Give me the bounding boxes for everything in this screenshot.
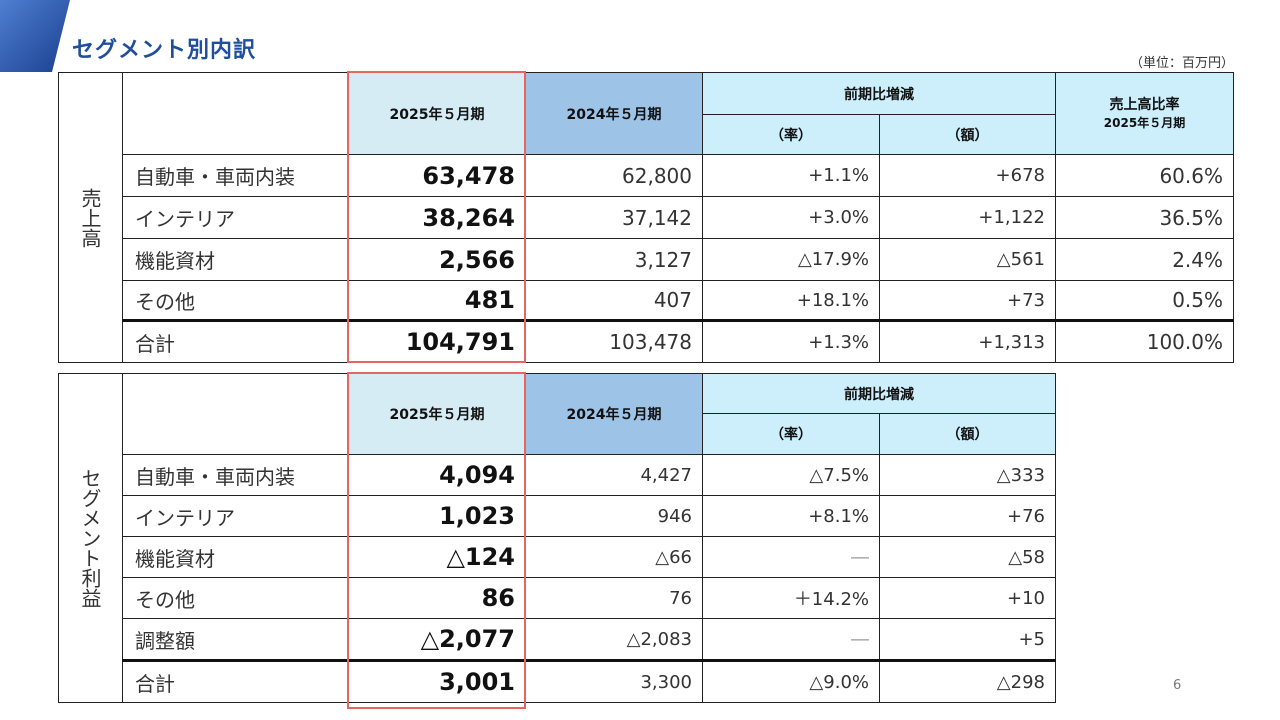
- sales-section-label: 売上高: [58, 72, 123, 363]
- table-row: その他 481 407 +18.1% +73 0.5%: [59, 280, 1234, 321]
- previous-value: 3,127: [525, 238, 703, 281]
- row-label: 調整額: [122, 618, 349, 661]
- previous-value: 76: [525, 577, 703, 619]
- total-row: 合計 104,791 103,478 +1.3% +1,313 100.0%: [59, 319, 1234, 363]
- current-value: 86: [348, 577, 526, 619]
- profit-section-label: セグメント利益: [58, 373, 123, 703]
- change-rate: +1.3%: [702, 319, 880, 363]
- change-amount: +678: [879, 154, 1056, 197]
- previous-value: 37,142: [525, 196, 703, 239]
- table-row: 自動車・車両内装 4,094 4,427 △7.5% △333: [59, 454, 1056, 496]
- profit-header-change-group: 前期比増減: [702, 373, 1056, 414]
- table-row: インテリア 1,023 946 +8.1% +76: [59, 495, 1056, 537]
- sales-ratio: 0.5%: [1055, 280, 1234, 321]
- change-rate: +18.1%: [702, 280, 880, 321]
- previous-value: 3,300: [525, 659, 703, 703]
- table-row: その他 86 76 ＋14.2% +10: [59, 577, 1056, 619]
- change-amount: +1,313: [879, 319, 1056, 363]
- table-row: インテリア 38,264 37,142 +3.0% +1,122 36.5%: [59, 196, 1234, 239]
- change-amount: +73: [879, 280, 1056, 321]
- sales-header-ratio-title: 売上高比率: [1109, 96, 1180, 113]
- current-value: △124: [348, 536, 526, 578]
- previous-value: △2,083: [525, 618, 703, 661]
- change-rate: +3.0%: [702, 196, 880, 239]
- change-amount: +10: [879, 577, 1056, 619]
- sales-header-rate: （率）: [702, 114, 880, 155]
- sales-header-previous-year: 2024年５月期: [525, 72, 703, 155]
- previous-value: 4,427: [525, 454, 703, 496]
- change-rate: △17.9%: [702, 238, 880, 281]
- current-value: 2,566: [348, 238, 526, 281]
- previous-value: 407: [525, 280, 703, 321]
- row-label: 機能資材: [122, 536, 349, 578]
- table-row: 機能資材 △124 △66 ― △58: [59, 536, 1056, 578]
- current-value: 481: [348, 280, 526, 321]
- sales-header-amount: （額）: [879, 114, 1056, 155]
- current-value: 1,023: [348, 495, 526, 537]
- previous-value: △66: [525, 536, 703, 578]
- previous-value: 103,478: [525, 319, 703, 363]
- unit-note: （単位：百万円）: [1129, 56, 1234, 71]
- row-label: その他: [122, 280, 349, 321]
- profit-header-blank: [122, 373, 349, 455]
- total-row: 合計 3,001 3,300 △9.0% △298: [59, 659, 1056, 703]
- table-row: 自動車・車両内装 63,478 62,800 +1.1% +678 60.6%: [59, 154, 1234, 197]
- change-rate: +1.1%: [702, 154, 880, 197]
- change-rate: ―: [702, 536, 880, 578]
- page-title: セグメント別内訳: [72, 38, 257, 63]
- row-label: 自動車・車両内装: [122, 154, 349, 197]
- sales-ratio: 36.5%: [1055, 196, 1234, 239]
- sales-header-ratio: 売上高比率 2025年５月期: [1055, 72, 1234, 155]
- current-value: 4,094: [348, 454, 526, 496]
- change-rate: +8.1%: [702, 495, 880, 537]
- row-label: 機能資材: [122, 238, 349, 281]
- profit-header-current-year: 2025年５月期: [348, 373, 526, 455]
- table-row: 機能資材 2,566 3,127 △17.9% △561 2.4%: [59, 238, 1234, 281]
- change-amount: △58: [879, 536, 1056, 578]
- sales-header-blank: [122, 72, 349, 155]
- change-rate: ＋14.2%: [702, 577, 880, 619]
- previous-value: 62,800: [525, 154, 703, 197]
- sales-table: 売上高 2025年５月期 2024年５月期 前期比増減 売上高比率 2025年５…: [58, 72, 1234, 363]
- change-rate: △7.5%: [702, 454, 880, 496]
- profit-header-previous-year: 2024年５月期: [525, 373, 703, 455]
- row-label: 合計: [122, 319, 349, 363]
- sales-header-current-year: 2025年５月期: [348, 72, 526, 155]
- corner-accent-shape: [0, 0, 70, 72]
- change-amount: △561: [879, 238, 1056, 281]
- row-label: 合計: [122, 659, 349, 703]
- change-amount: △333: [879, 454, 1056, 496]
- change-amount: +76: [879, 495, 1056, 537]
- previous-value: 946: [525, 495, 703, 537]
- profit-table: セグメント利益 2025年５月期 2024年５月期 前期比増減 （率） （額） …: [58, 373, 1056, 703]
- sales-ratio: 100.0%: [1055, 319, 1234, 363]
- current-value: 3,001: [348, 659, 526, 703]
- sales-header-change-group: 前期比増減: [702, 72, 1056, 115]
- change-rate: △9.0%: [702, 659, 880, 703]
- page-number: 6: [1173, 678, 1182, 693]
- current-value: △2,077: [348, 618, 526, 661]
- current-value: 38,264: [348, 196, 526, 239]
- row-label: 自動車・車両内装: [122, 454, 349, 496]
- profit-header-rate: （率）: [702, 413, 880, 455]
- row-label: その他: [122, 577, 349, 619]
- row-label: インテリア: [122, 196, 349, 239]
- change-amount: △298: [879, 659, 1056, 703]
- current-value: 104,791: [348, 319, 526, 363]
- change-amount: +5: [879, 618, 1056, 661]
- change-amount: +1,122: [879, 196, 1056, 239]
- current-value: 63,478: [348, 154, 526, 197]
- sales-ratio: 2.4%: [1055, 238, 1234, 281]
- table-row: 調整額 △2,077 △2,083 ― +5: [59, 618, 1056, 661]
- sales-ratio: 60.6%: [1055, 154, 1234, 197]
- sales-header-ratio-year: 2025年５月期: [1103, 115, 1186, 130]
- profit-header-amount: （額）: [879, 413, 1056, 455]
- row-label: インテリア: [122, 495, 349, 537]
- change-rate: ―: [702, 618, 880, 661]
